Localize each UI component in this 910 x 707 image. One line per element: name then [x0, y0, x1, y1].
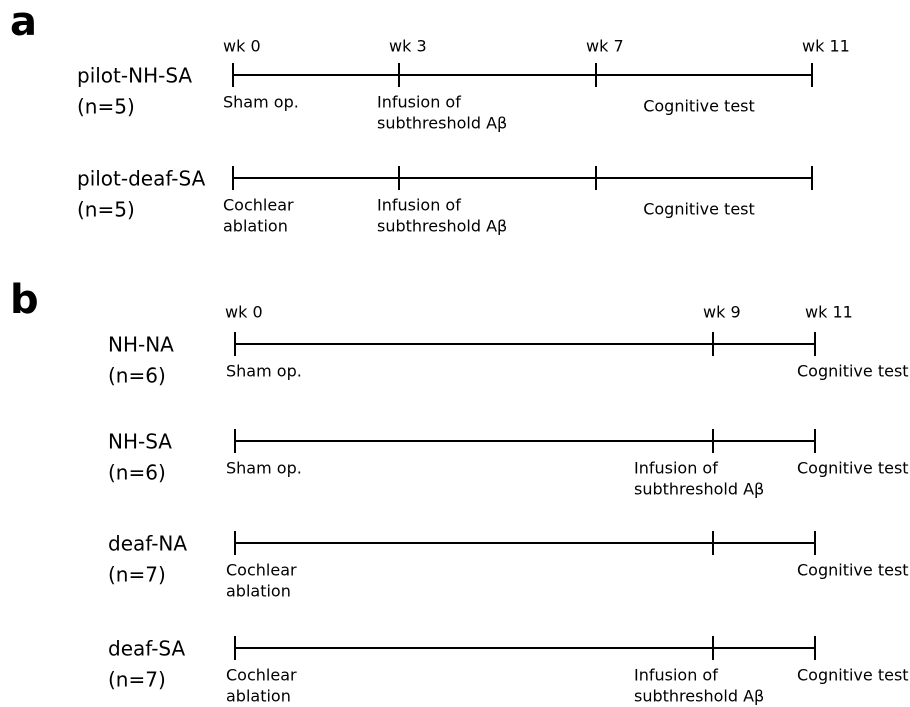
event-text: subthreshold Aβ	[377, 114, 507, 133]
group-n: (n=6)	[108, 461, 166, 485]
event-text: subthreshold Aβ	[377, 217, 507, 236]
event-text: Cognitive test	[797, 362, 909, 381]
group-n: (n=6)	[108, 364, 166, 388]
week-label: wk 11	[802, 37, 850, 56]
group-name: NH-SA	[108, 430, 172, 454]
event-text: Sham op.	[223, 93, 299, 112]
event-text: ablation	[226, 687, 291, 706]
panel-label: a	[10, 0, 37, 45]
event-text: Cochlear	[226, 666, 297, 685]
group-name: deaf-NA	[108, 532, 187, 556]
event-text: Cognitive test	[797, 666, 909, 685]
week-label: wk 9	[703, 303, 741, 322]
week-label: wk 7	[586, 37, 624, 56]
week-label: wk 0	[225, 303, 263, 322]
event-text: Infusion of	[377, 93, 461, 112]
group-name: pilot-NH-SA	[77, 64, 192, 88]
event-text: ablation	[226, 582, 291, 601]
event-text: subthreshold Aβ	[634, 480, 764, 499]
event-text: subthreshold Aβ	[634, 687, 764, 706]
event-text: Cognitive test	[797, 459, 909, 478]
group-n: (n=5)	[77, 95, 135, 119]
group-n: (n=7)	[108, 563, 166, 587]
event-text: Cochlear	[226, 561, 297, 580]
group-n: (n=5)	[77, 198, 135, 222]
event-text: Sham op.	[226, 362, 302, 381]
group-name: NH-NA	[108, 333, 174, 357]
week-label: wk 0	[223, 37, 261, 56]
event-text: Infusion of	[634, 459, 718, 478]
group-name: deaf-SA	[108, 637, 185, 661]
group-n: (n=7)	[108, 668, 166, 692]
group-name: pilot-deaf-SA	[77, 167, 206, 191]
event-text: Infusion of	[634, 666, 718, 685]
event-text: Cochlear	[223, 196, 294, 215]
week-label: wk 3	[389, 37, 427, 56]
event-text: Cognitive test	[643, 97, 755, 116]
event-text: Sham op.	[226, 459, 302, 478]
event-text: ablation	[223, 217, 288, 236]
event-text: Cognitive test	[643, 200, 755, 219]
week-label: wk 11	[805, 303, 853, 322]
event-text: Infusion of	[377, 196, 461, 215]
event-text: Cognitive test	[797, 561, 909, 580]
panel-label: b	[10, 277, 39, 323]
